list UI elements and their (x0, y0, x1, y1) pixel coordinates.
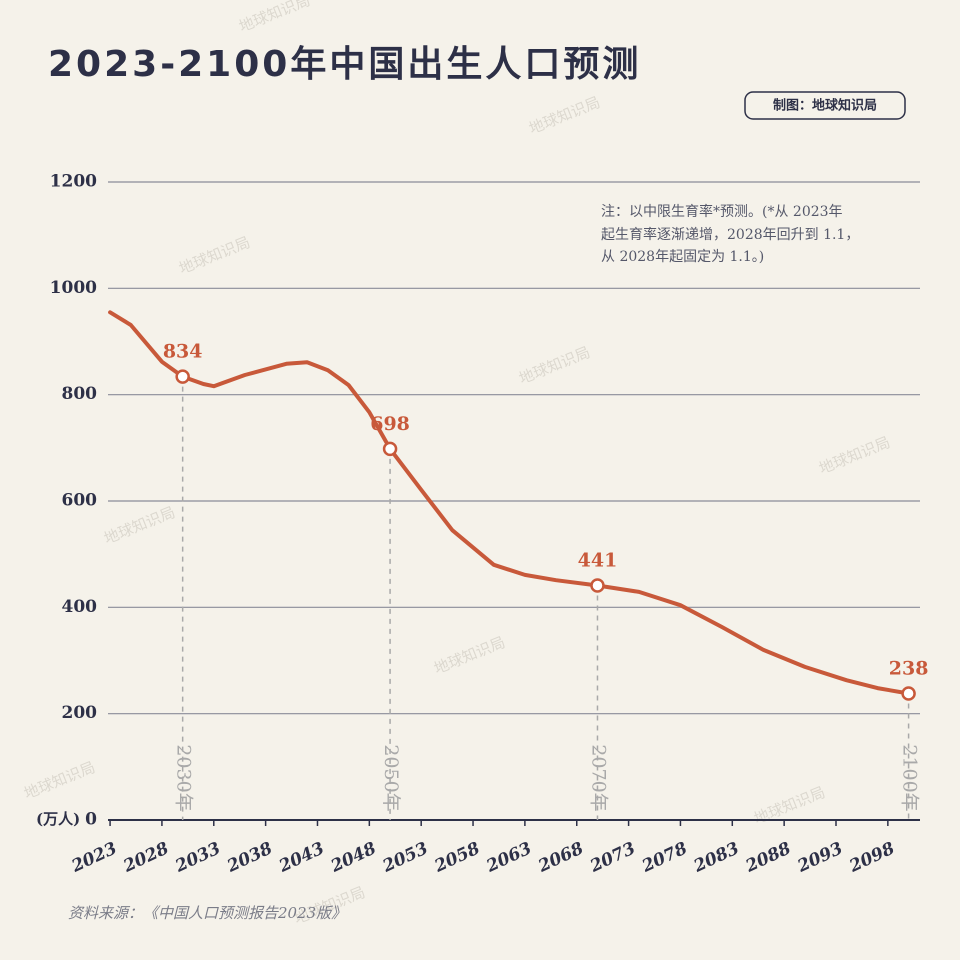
marker-point (382, 441, 398, 457)
y-tick-label: 1200 (50, 172, 97, 192)
marker-year-label: 2050年 (380, 744, 402, 811)
marker-value-label: 441 (578, 550, 618, 572)
credit: 制图：地球知识局 (773, 98, 877, 114)
note: 注：以中限生育率*预测。(*从 2023年 (601, 203, 843, 220)
y-tick-label: 0 (85, 810, 97, 830)
chart-title: 2023-2100年中国出生人口预测 (48, 44, 641, 85)
credit-box (744, 91, 906, 120)
y-tick-label: 600 (62, 491, 98, 511)
marker-value-label: 834 (163, 341, 203, 363)
marker-value-label: 238 (889, 657, 929, 679)
y-unit: (万人) (36, 810, 80, 828)
marker-year-label: 2030年 (173, 744, 195, 811)
y-tick-label: 1000 (50, 278, 97, 298)
marker-year-label: 2070年 (587, 744, 609, 811)
source: 资料来源：《中国人口预测报告2023版》 (68, 904, 346, 922)
note: 从 2028年起固定为 1.1。) (601, 249, 764, 265)
y-tick-label: 200 (62, 703, 98, 723)
y-tick-label: 800 (62, 384, 98, 404)
y-tick-label: 400 (62, 597, 98, 617)
marker-point (590, 578, 605, 593)
marker-point (901, 686, 916, 701)
marker-point (175, 369, 190, 384)
note: 起生育率逐渐递增，2028年回升到 1.1， (601, 226, 859, 243)
data-line (108, 310, 911, 696)
marker-year-label: 2100年 (899, 744, 921, 811)
marker-value-label: 698 (370, 413, 410, 435)
